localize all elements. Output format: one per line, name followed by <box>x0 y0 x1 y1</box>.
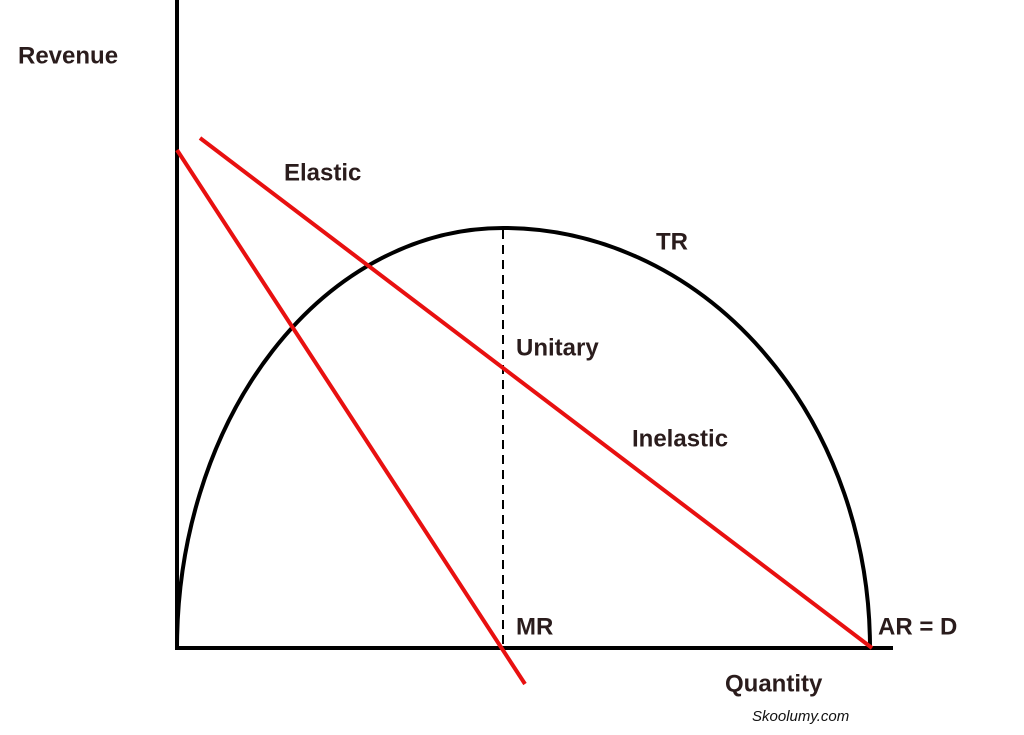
label-mr: MR <box>516 613 553 640</box>
ar-line <box>198 136 874 650</box>
x-axis-label: Quantity <box>725 670 823 697</box>
mr-line <box>175 148 527 686</box>
label-tr: TR <box>656 228 688 255</box>
label-ar: AR = D <box>878 613 957 640</box>
label-elastic: Elastic <box>284 159 361 186</box>
y-axis-label: Revenue <box>18 42 118 69</box>
tr-curve <box>175 225 872 649</box>
label-inelastic: Inelastic <box>632 425 728 452</box>
credit: Skoolumy.com <box>752 708 849 725</box>
label-unitary: Unitary <box>516 334 599 361</box>
